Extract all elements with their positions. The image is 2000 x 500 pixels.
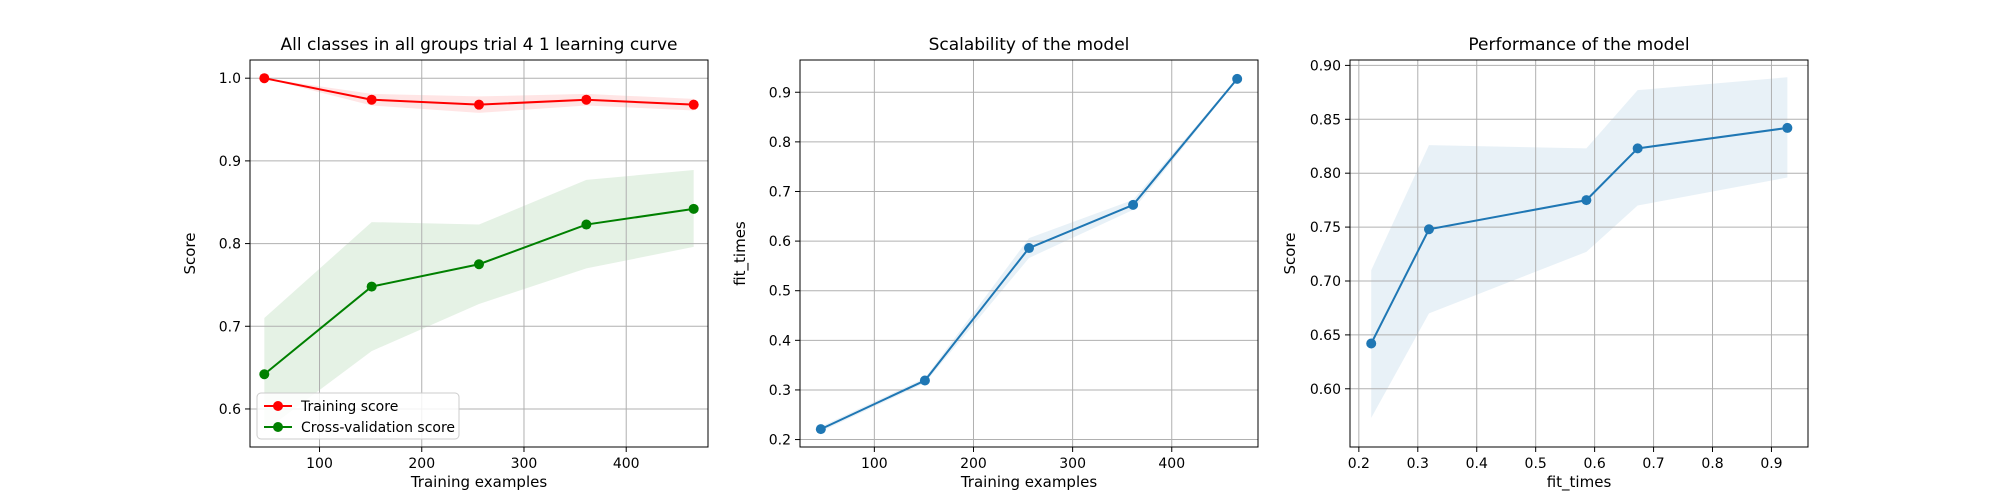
data-point xyxy=(366,281,377,292)
x-ticks: 100 200 300 400 xyxy=(861,447,1185,472)
data-markers xyxy=(1366,122,1793,349)
x-ticks: 0.2 0.3 0.4 0.5 0.6 0.7 0.8 0.9 xyxy=(1348,447,1783,472)
y-tick-label: 0.80 xyxy=(1310,166,1341,182)
legend-marker-cross-validation xyxy=(273,422,283,432)
data-point xyxy=(1782,122,1793,133)
data-point xyxy=(688,203,699,214)
y-tick-label: 0.2 xyxy=(769,433,791,449)
data-point xyxy=(1423,224,1434,235)
y-tick-label: 0.4 xyxy=(769,333,791,349)
y-ticks: 0.6 0.7 0.8 0.9 1.0 xyxy=(219,71,250,418)
panel-scalability: 100 200 300 400 0.2 0.3 0.4 0.5 0.6 0.7 0.8 0.9 Sc… xyxy=(731,35,1259,491)
y-tick-label: 0.8 xyxy=(769,135,791,151)
chart-title: All classes in all groups trial 4 1 lear… xyxy=(281,35,678,55)
x-tick-label: 0.2 xyxy=(1348,456,1370,472)
confidence-bands xyxy=(820,77,1238,432)
confidence-band xyxy=(1371,77,1788,418)
data-point xyxy=(581,94,592,105)
data-point xyxy=(259,369,270,380)
x-tick-label: 0.8 xyxy=(1701,456,1723,472)
grid-lines xyxy=(1350,60,1808,447)
x-tick-label: 400 xyxy=(1158,456,1185,472)
x-tick-label: 0.9 xyxy=(1760,456,1782,472)
data-point xyxy=(1632,143,1643,154)
x-tick-label: 100 xyxy=(861,456,888,472)
y-tick-label: 0.75 xyxy=(1310,220,1341,236)
y-tick-label: 0.90 xyxy=(1310,58,1341,74)
x-tick-label: 400 xyxy=(613,456,640,472)
x-tick-label: 0.5 xyxy=(1525,456,1547,472)
data-point xyxy=(474,259,484,270)
y-tick-label: 0.85 xyxy=(1310,112,1341,128)
x-tick-label: 0.7 xyxy=(1642,456,1664,472)
y-tick-label: 0.60 xyxy=(1310,382,1341,398)
data-point xyxy=(1232,73,1243,84)
y-tick-label: 0.6 xyxy=(219,402,241,418)
x-tick-label: 0.6 xyxy=(1583,456,1605,472)
confidence-bands xyxy=(1371,77,1788,418)
y-tick-label: 0.9 xyxy=(219,154,241,170)
x-tick-label: 0.3 xyxy=(1407,456,1429,472)
chart-title: Performance of the model xyxy=(1468,35,1689,55)
y-tick-label: 0.3 xyxy=(769,383,791,399)
x-ticks: 100 200 300 400 xyxy=(306,447,640,472)
x-tick-label: 300 xyxy=(511,456,538,472)
data-markers xyxy=(815,73,1243,435)
legend-box xyxy=(256,392,460,440)
axes-frame xyxy=(1349,59,1809,448)
data-point xyxy=(1128,199,1139,210)
y-axis-label: Score xyxy=(1281,232,1299,274)
y-tick-label: 0.7 xyxy=(769,184,791,200)
data-point xyxy=(688,99,699,110)
y-tick-label: 1.0 xyxy=(219,71,241,87)
chart-title: Scalability of the model xyxy=(929,35,1130,55)
data-point xyxy=(1024,243,1034,254)
y-tick-label: 0.9 xyxy=(769,85,791,101)
y-tick-label: 0.70 xyxy=(1310,274,1341,290)
grid-lines xyxy=(250,60,708,447)
x-tick-label: 200 xyxy=(408,456,435,472)
data-point xyxy=(366,94,377,105)
x-axis-label: Training examples xyxy=(960,473,1098,491)
panel-learning-curve: 100 200 300 400 0.6 0.7 0.8 0.9 1.0 All classes… xyxy=(181,35,709,491)
y-tick-label: 0.6 xyxy=(769,234,791,250)
x-tick-label: 100 xyxy=(306,456,333,472)
panel-performance: 0.2 0.3 0.4 0.5 0.6 0.7 0.8 0.9 0.60 0.65 0.70 0.7… xyxy=(1281,35,1809,492)
legend-label-cross-validation: Cross-validation score xyxy=(301,420,455,436)
y-axis-label: Score xyxy=(181,232,199,274)
y-tick-label: 0.7 xyxy=(219,319,241,335)
data-point xyxy=(1581,195,1592,206)
y-axis-label: fit_times xyxy=(731,221,750,286)
data-markers xyxy=(259,73,699,380)
data-point xyxy=(919,375,930,386)
legend: Training score Cross-validation score xyxy=(256,392,460,440)
axes-frame xyxy=(799,59,1259,448)
x-tick-label: 300 xyxy=(1059,456,1086,472)
legend-marker-training xyxy=(273,401,283,411)
x-axis-label: Training examples xyxy=(410,473,548,491)
data-point xyxy=(259,73,270,84)
x-tick-label: 0.4 xyxy=(1466,456,1488,472)
y-tick-label: 0.5 xyxy=(769,284,791,300)
x-axis-label: fit_times xyxy=(1547,473,1612,492)
x-tick-label: 200 xyxy=(960,456,987,472)
y-ticks: 0.2 0.3 0.4 0.5 0.6 0.7 0.8 0.9 xyxy=(769,85,800,449)
data-point xyxy=(1366,338,1377,349)
legend-label-training: Training score xyxy=(300,399,398,415)
y-ticks: 0.60 0.65 0.70 0.75 0.80 0.85 0.90 xyxy=(1310,58,1350,398)
y-tick-label: 0.8 xyxy=(219,237,241,253)
grid-lines xyxy=(800,60,1258,447)
y-tick-label: 0.65 xyxy=(1310,328,1341,344)
confidence-band xyxy=(820,77,1238,432)
data-point xyxy=(474,99,484,110)
data-point xyxy=(581,219,592,230)
data-point xyxy=(815,424,826,435)
confidence-band xyxy=(264,169,694,432)
axes-frame xyxy=(249,59,709,448)
